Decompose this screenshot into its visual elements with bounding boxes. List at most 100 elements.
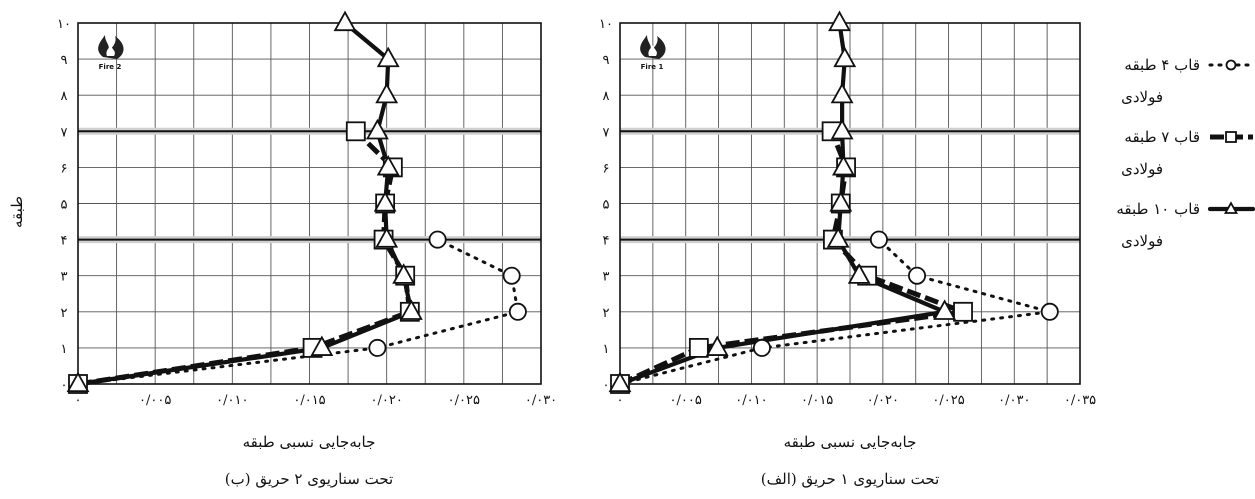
data-point-f10 xyxy=(705,335,729,356)
data-point-f10 xyxy=(365,118,389,140)
legend-label-cont: فولادی xyxy=(1121,160,1163,178)
y-tick-label: ۳ xyxy=(61,270,68,285)
x-tick-label: ۰/۰۲۰ xyxy=(371,393,403,408)
y-tick-label: ۲ xyxy=(603,306,610,321)
x-tick-label: ۰ xyxy=(617,393,624,408)
data-point-f10 xyxy=(608,371,632,393)
data-point-f10 xyxy=(310,335,334,356)
x-tick-label: ۰/۰۰۵ xyxy=(139,393,171,408)
y-tick-label: ۸ xyxy=(61,89,68,104)
data-point-f10 xyxy=(376,46,400,68)
x-tick-label: ۰ xyxy=(75,393,82,408)
y-tick-label: ۵ xyxy=(61,198,68,213)
series-markers-f7 xyxy=(610,121,973,394)
grid xyxy=(78,23,541,384)
y-tick-label: ۱۰ xyxy=(57,17,71,32)
data-point-f10 xyxy=(831,154,855,176)
plot-frame xyxy=(77,22,542,385)
y-tick-label: ۲ xyxy=(61,306,68,321)
data-point-f10 xyxy=(375,82,399,104)
y-tick-label: ۳ xyxy=(603,270,610,285)
legend-swatch-marker xyxy=(1225,131,1237,143)
x-axis-label: جابه‌جایی نسبی طبقه xyxy=(243,433,376,451)
data-point-f4 xyxy=(908,266,927,285)
data-point-f4 xyxy=(368,338,387,357)
data-point-f10 xyxy=(830,82,854,104)
data-point-f4 xyxy=(869,230,888,249)
data-point-f10 xyxy=(399,299,423,320)
x-tick-label: ۰/۰۱۵ xyxy=(293,393,325,408)
legend-item-f10: قاب ۱۰ طبقه فولادی xyxy=(1116,200,1255,250)
x-tick-label: ۰/۰۲۵ xyxy=(932,393,964,408)
y-tick-label: ۴ xyxy=(61,234,68,249)
y-axis-label: طبقه xyxy=(8,196,26,228)
legend-item-f4: قاب ۴ طبقه فولادی xyxy=(1121,56,1255,106)
data-point-f10 xyxy=(333,10,357,32)
y-tick-label: ۱۰ xyxy=(599,17,613,32)
legend-item-f7: قاب ۷ طبقه فولادی xyxy=(1121,128,1253,178)
legend-label: قاب ۴ طبقه xyxy=(1124,56,1200,74)
x-tick-label: ۰/۰۲۵ xyxy=(448,393,480,408)
data-point-f4 xyxy=(502,266,521,285)
x-tick-label: ۰/۰۱۵ xyxy=(801,393,833,408)
data-point-f10 xyxy=(375,227,399,248)
legend-label-cont: فولادی xyxy=(1121,232,1163,250)
legend-label-cont: فولادی xyxy=(1121,88,1163,106)
grid xyxy=(620,23,1080,384)
y-tick-label: ۶ xyxy=(61,161,68,176)
series-line-f4 xyxy=(618,238,1052,386)
y-tick-label: ۹ xyxy=(603,53,610,68)
y-tick-label: ۴ xyxy=(603,234,610,249)
series-f7 xyxy=(618,130,966,387)
data-point-f10 xyxy=(830,118,854,140)
y-tick-label: ۰ xyxy=(61,378,68,393)
x-tick-label: ۰/۰۱۰ xyxy=(216,393,248,408)
x-axis-label: جابه‌جایی نسبی طبقه xyxy=(784,433,917,451)
x-tick-label: ۰/۰۱۰ xyxy=(735,393,767,408)
data-point-f10 xyxy=(66,371,90,393)
legend-swatch-marker xyxy=(1223,201,1239,214)
y-tick-label: ۹ xyxy=(61,53,68,68)
data-point-f4 xyxy=(752,338,771,357)
chart-fire1: ۰ ۰/۰۰۵ ۰/۰۱۰ ۰/۰۱۵ ۰/۰۲۰ ۰/۰۲۵ ۰/۰۳۰ ۰/۰۳۵ ۰ ۱ ۲ ۳… xyxy=(599,10,1096,488)
legend-label: قاب ۷ طبقه xyxy=(1124,128,1200,146)
data-point-f10 xyxy=(933,299,957,320)
data-point-f4 xyxy=(1040,302,1059,321)
series-f7 xyxy=(77,129,413,387)
data-point-f7 xyxy=(345,121,366,142)
series-line-f7 xyxy=(77,129,413,387)
x-tick-label: ۰/۰۲۰ xyxy=(867,393,899,408)
y-tick-label: ۸ xyxy=(603,89,610,104)
x-tick-label: ۰/۰۰۵ xyxy=(670,393,702,408)
legend-swatch-marker xyxy=(1225,59,1237,71)
y-tick-label: ۷ xyxy=(61,125,68,140)
plots: ۰ ۰/۰۰۵ ۰/۰۱۰ ۰/۰۱۵ ۰/۰۲۰ ۰/۰۲۵ ۰/۰۳۰ ۰ ۱ ۲ ۳ ۴ ۵ ۶ ۷ ۸… xyxy=(57,10,1096,488)
fire-logo-label: Fire 1 xyxy=(641,63,664,71)
x-tick-label: ۰/۰۳۵ xyxy=(1064,393,1096,408)
series-f4 xyxy=(618,238,1052,386)
plot-frame xyxy=(619,22,1081,385)
fire-logo-icon: Fire 2 xyxy=(98,35,124,71)
data-point-f10 xyxy=(373,191,397,212)
y-tick-label: ۷ xyxy=(603,125,610,140)
x-tick-label: ۰/۰۳۰ xyxy=(998,393,1030,408)
series-markers-f10 xyxy=(66,10,423,393)
data-point-f4 xyxy=(508,302,527,321)
data-point-f10 xyxy=(826,227,850,248)
fire-logo-icon: Fire 1 xyxy=(640,35,666,71)
series-markers-f7 xyxy=(68,121,420,394)
chart-caption: (الف) تحت سناریوی ۱ حریق xyxy=(761,470,940,488)
x-tick-label: ۰/۰۳۰ xyxy=(525,393,557,408)
series-line-f4 xyxy=(76,238,520,386)
data-point-f10 xyxy=(833,46,857,68)
data-point-f10 xyxy=(828,10,851,32)
y-tick-label: ۵ xyxy=(603,198,610,213)
data-point-f10 xyxy=(847,263,871,284)
y-tick-label: ۰ xyxy=(603,378,610,393)
chart-fire2: ۰ ۰/۰۰۵ ۰/۰۱۰ ۰/۰۱۵ ۰/۰۲۰ ۰/۰۲۵ ۰/۰۳۰ ۰ ۱ ۲ ۳ ۴ ۵ ۶ ۷ ۸… xyxy=(57,10,557,488)
series-f4 xyxy=(76,238,520,386)
legend-label: قاب ۱۰ طبقه xyxy=(1116,200,1200,218)
chart-caption: (ب) تحت سناریوی ۲ حریق xyxy=(225,470,393,488)
